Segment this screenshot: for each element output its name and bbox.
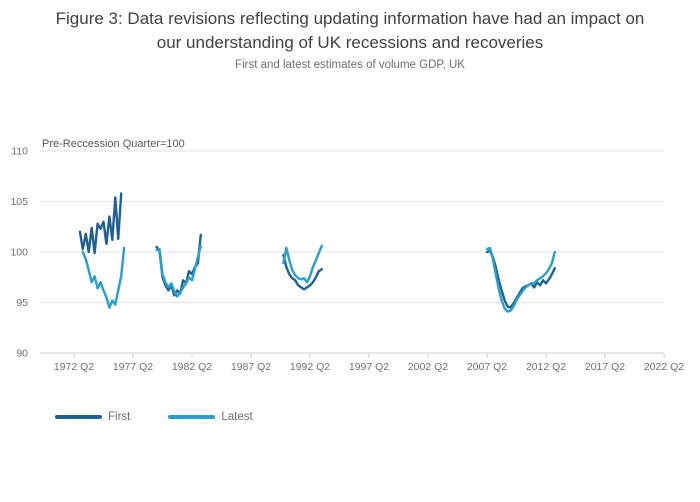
first-line-segment (78, 192, 123, 255)
legend-label-first: First (108, 411, 131, 423)
latest-line-segment (155, 244, 203, 298)
y-tick-label: 105 (10, 196, 28, 208)
latest-line-swatch (168, 415, 216, 419)
x-tick-label: 1982 Q2 (172, 361, 212, 373)
first-line-segment (155, 233, 203, 297)
chart-subtitle: First and latest estimates of volume GDP… (235, 59, 465, 71)
x-tick-label: 2002 Q2 (408, 361, 448, 373)
x-tick-label: 2022 Q2 (644, 361, 684, 373)
x-tick-label: 1977 Q2 (113, 361, 153, 373)
first-line-segment (282, 253, 323, 291)
first-line-swatch (55, 415, 102, 419)
x-tick-label: 2012 Q2 (526, 361, 566, 373)
x-tick-label: 1987 Q2 (231, 361, 271, 373)
x-tick-label: 1992 Q2 (290, 361, 330, 373)
x-tick-label: 1997 Q2 (349, 361, 389, 373)
y-tick-label: 95 (16, 297, 28, 309)
legend: First Latest (55, 410, 253, 424)
latest-line-segment (485, 246, 556, 313)
x-tick-label: 2007 Q2 (467, 361, 507, 373)
y-tick-label: 110 (11, 146, 28, 158)
legend-label-latest: Latest (221, 411, 253, 423)
latest-line-segment (282, 244, 323, 284)
first-line-segment (485, 249, 556, 309)
chart-title: Figure 3: Data revisions reflecting upda… (55, 9, 645, 52)
x-tick-label: 1972 Q2 (54, 361, 94, 373)
latest-line-segment (81, 246, 126, 309)
legend-item-first[interactable]: First (55, 410, 130, 424)
y-tick-label: 90 (16, 348, 28, 360)
y-tick-label: 100 (10, 247, 28, 259)
x-tick-label: 2017 Q2 (585, 361, 625, 373)
legend-item-latest[interactable]: Latest (168, 410, 253, 424)
y-axis-title: Pre-Reccession Quarter=100 (42, 138, 185, 150)
